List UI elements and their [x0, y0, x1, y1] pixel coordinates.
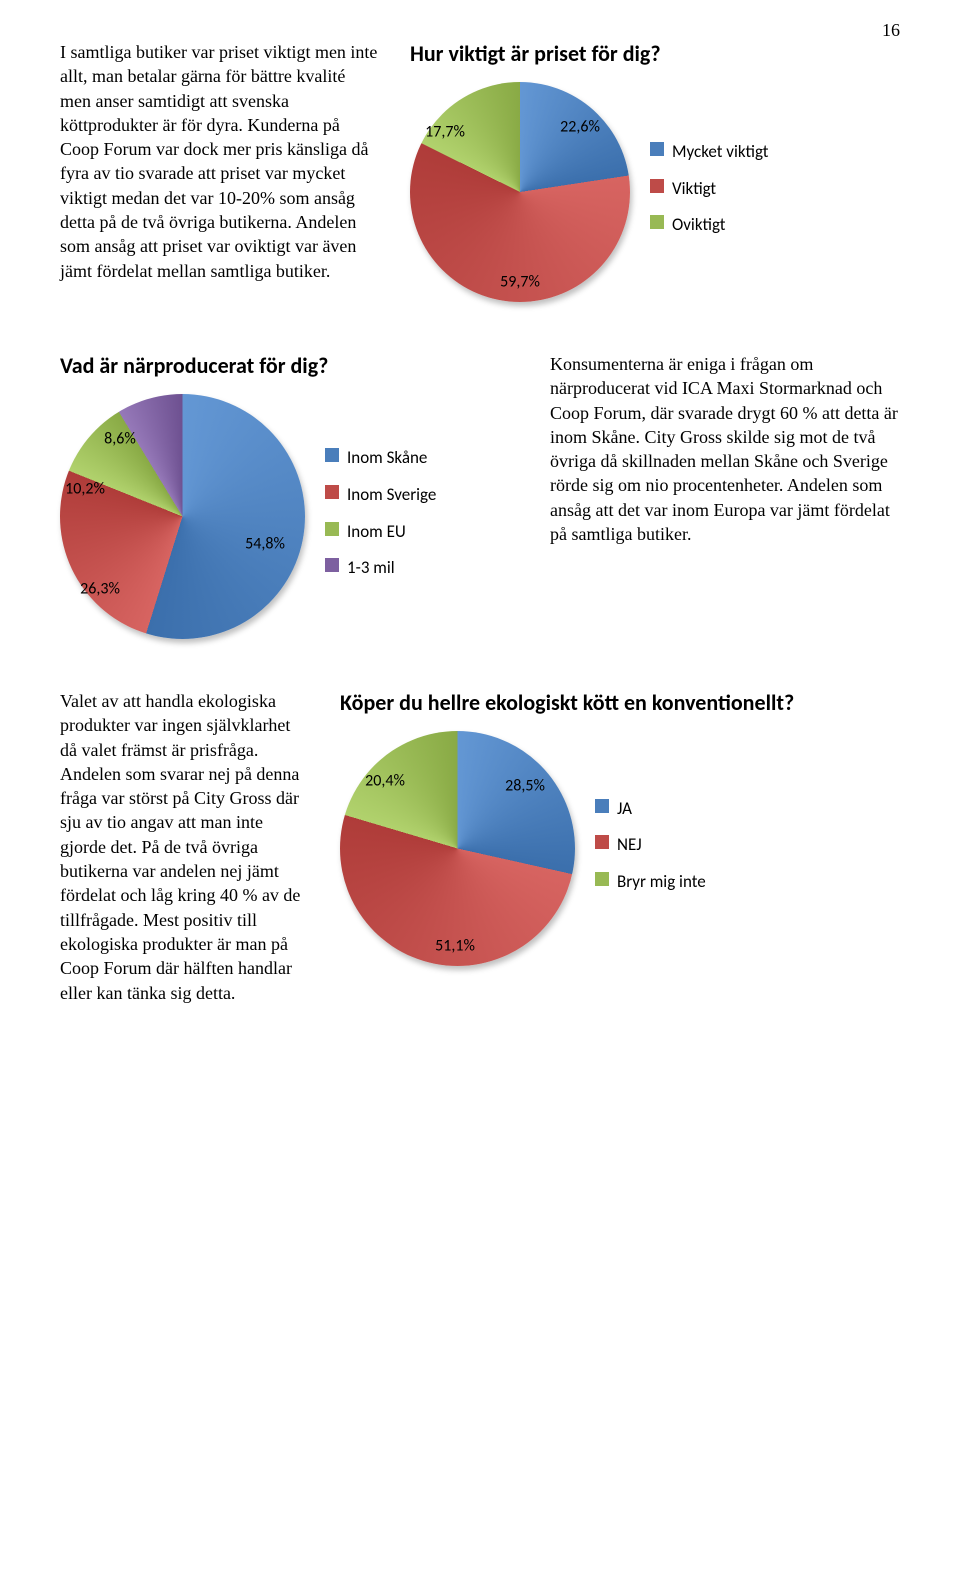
- pie-chart-3: 28,5% 51,1% 20,4%: [340, 731, 575, 966]
- legend-label: Oviktigt: [672, 210, 725, 241]
- legend-swatch: [325, 558, 339, 572]
- chart-wrap-2: 54,8% 26,3% 10,2% 8,6% Inom Skåne Inom Sveri…: [60, 394, 520, 639]
- legend-swatch: [595, 799, 609, 813]
- page-number: 16: [882, 20, 900, 41]
- chart-block-1: Hur viktigt är priset för dig? 22,6% 59,7…: [410, 40, 900, 302]
- pie-slice-label: 8,6%: [104, 430, 136, 449]
- legend-label: JA: [617, 794, 632, 825]
- legend-item: NEJ: [595, 830, 706, 861]
- legend-label: Viktigt: [672, 174, 716, 205]
- legend-item: Inom Sverige: [325, 480, 436, 511]
- chart-wrap-3: 28,5% 51,1% 20,4% JA NEJ Bryr mig inte: [340, 731, 900, 966]
- text-block-1: I samtliga butiker var priset viktigt me…: [60, 40, 380, 283]
- legend-item: Bryr mig inte: [595, 867, 706, 898]
- legend-swatch: [595, 835, 609, 849]
- chart-title-2: Vad är närproducerat för dig?: [60, 352, 520, 379]
- pie-slice-label: 26,3%: [80, 580, 120, 599]
- legend-1: Mycket viktigt Viktigt Oviktigt: [650, 137, 768, 247]
- legend-label: Inom Skåne: [347, 443, 427, 474]
- legend-item: 1-3 mil: [325, 553, 436, 584]
- pie-slice-label: 54,8%: [245, 535, 285, 554]
- legend-item: Inom EU: [325, 517, 436, 548]
- chart-wrap-1: 22,6% 59,7% 17,7% Mycket viktigt Viktigt Ovi…: [410, 82, 900, 302]
- legend-item: Viktigt: [650, 174, 768, 205]
- pie-slice-label: 22,6%: [560, 118, 600, 137]
- legend-label: 1-3 mil: [347, 553, 395, 584]
- paragraph-3: Valet av att handla ekologiska produkter…: [60, 689, 310, 1005]
- legend-label: Bryr mig inte: [617, 867, 706, 898]
- text-block-2: Konsumenterna är eniga i frågan om närpr…: [550, 352, 900, 546]
- chart-title-1: Hur viktigt är priset för dig?: [410, 40, 900, 67]
- section-price: I samtliga butiker var priset viktigt me…: [60, 40, 900, 302]
- legend-swatch: [650, 215, 664, 229]
- section-local: Vad är närproducerat för dig? 54,8% 26,3%…: [60, 352, 900, 639]
- pie-slice-label: 17,7%: [425, 123, 465, 142]
- legend-swatch: [650, 179, 664, 193]
- legend-swatch: [325, 522, 339, 536]
- legend-swatch: [595, 872, 609, 886]
- legend-label: Inom EU: [347, 517, 406, 548]
- chart-title-3: Köper du hellre ekologiskt kött en konve…: [340, 689, 900, 716]
- paragraph-2: Konsumenterna är eniga i frågan om närpr…: [550, 352, 900, 546]
- pie-slice-label: 51,1%: [435, 937, 475, 956]
- section-organic: Valet av att handla ekologiska produkter…: [60, 689, 900, 1005]
- pie-slice-label: 10,2%: [65, 480, 105, 499]
- legend-swatch: [325, 485, 339, 499]
- legend-label: NEJ: [617, 830, 642, 861]
- chart-block-3: Köper du hellre ekologiskt kött en konve…: [340, 689, 900, 966]
- legend-swatch: [650, 142, 664, 156]
- legend-item: Mycket viktigt: [650, 137, 768, 168]
- pie-slice-label: 59,7%: [500, 273, 540, 292]
- legend-label: Inom Sverige: [347, 480, 436, 511]
- pie-chart-1: 22,6% 59,7% 17,7%: [410, 82, 630, 302]
- legend-2: Inom Skåne Inom Sverige Inom EU 1-3 mil: [325, 443, 436, 589]
- legend-item: JA: [595, 794, 706, 825]
- pie-slice-label: 20,4%: [365, 772, 405, 791]
- legend-3: JA NEJ Bryr mig inte: [595, 794, 706, 904]
- legend-item: Oviktigt: [650, 210, 768, 241]
- legend-swatch: [325, 448, 339, 462]
- pie-chart-2: 54,8% 26,3% 10,2% 8,6%: [60, 394, 305, 639]
- paragraph-1: I samtliga butiker var priset viktigt me…: [60, 40, 380, 283]
- chart-block-2: Vad är närproducerat för dig? 54,8% 26,3%…: [60, 352, 520, 639]
- pie-slice-label: 28,5%: [505, 777, 545, 796]
- legend-label: Mycket viktigt: [672, 137, 768, 168]
- legend-item: Inom Skåne: [325, 443, 436, 474]
- text-block-3: Valet av att handla ekologiska produkter…: [60, 689, 310, 1005]
